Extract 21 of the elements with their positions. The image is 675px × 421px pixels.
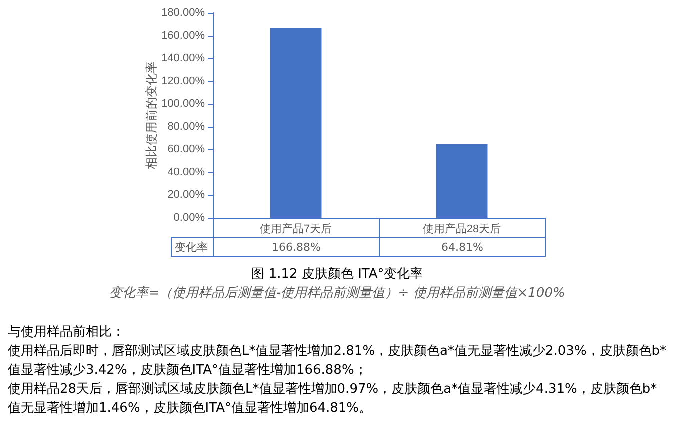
y-tick-label: 40.00% bbox=[168, 166, 206, 178]
y-tick-label: 100.00% bbox=[162, 98, 206, 110]
text: 变化率=（使用样品后测量值-使用样品前测量值）÷ 使用样品前测量值×100% bbox=[108, 285, 566, 302]
text: 使用样品28天后，唇部测试区域皮肤颜色L*值显著性增加0.97%，皮肤颜色a*值显著性减少4.31%，皮肤颜色b*值无显著性增加1.46%，皮肤颜色ITA°值显著性增加64.81%。 bbox=[8, 381, 658, 418]
y-tick-label: 120.00% bbox=[162, 75, 206, 88]
data-label: 64.81% bbox=[379, 237, 546, 257]
text: 图 1.12 皮肤颜色 ITA°变化率 bbox=[250, 266, 424, 283]
text: 使用样品后即时，唇部测试区域皮肤颜色L*值显著性增加2.81%，皮肤颜色a*值无显著性减少2.03%，皮肤颜色b*值显著性减少3.42%，皮肤颜色ITA°值显著性增加166.88%； bbox=[8, 343, 668, 380]
text: 变化率 bbox=[171, 237, 214, 257]
y-tick-label: 20.00% bbox=[168, 189, 206, 202]
y-tick-label: 140.00% bbox=[162, 52, 206, 65]
data-label: 166.88% bbox=[213, 237, 380, 257]
y-tick-label: 80.00% bbox=[168, 120, 206, 133]
y-tick-label: 160.00% bbox=[162, 30, 206, 42]
y-tick-label: 60.00% bbox=[168, 144, 206, 156]
y-tick-label: 0.00% bbox=[174, 212, 206, 224]
text: 与使用样品前相比： bbox=[8, 324, 126, 342]
y-axis-title: 相比使用前的变化率 bbox=[144, 62, 159, 170]
y-tick-label: 180.00% bbox=[162, 7, 206, 19]
x-tick-label: 使用产品7天后 bbox=[260, 222, 332, 236]
x-tick-label: 使用产品28天后 bbox=[422, 222, 502, 236]
